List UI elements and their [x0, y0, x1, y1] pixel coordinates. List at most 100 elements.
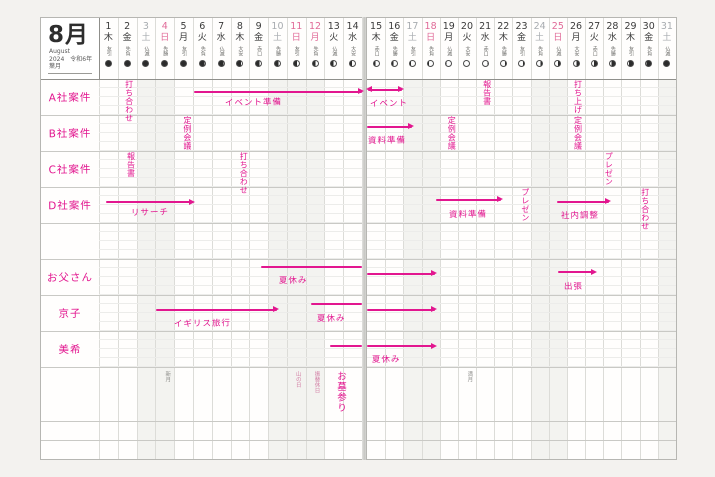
extra-row-divider	[367, 440, 676, 441]
header-divider	[367, 79, 676, 80]
row-sublines	[99, 295, 362, 331]
month-header: 8月 August 2024 令和6年 葉月	[41, 18, 100, 79]
rokuyo-label: 友引	[518, 46, 525, 57]
weekday-label: 月	[310, 33, 320, 44]
weekday-label: 日	[426, 33, 436, 44]
day-number: 19	[442, 21, 455, 32]
row-sublines	[99, 259, 362, 295]
row-label: お父さん	[46, 271, 94, 284]
arrow-head-right-icon	[397, 86, 404, 93]
weekday-label: 火	[462, 33, 472, 44]
task-bar	[556, 198, 611, 205]
moon-phase-icon	[627, 60, 635, 68]
row-sublines	[99, 115, 362, 151]
row-divider	[41, 367, 362, 368]
year-label: 2024 令和6年	[49, 55, 93, 63]
day-header-29: 29 木友引	[621, 18, 639, 79]
task-label: 資料準備	[367, 136, 407, 147]
row-sublines	[99, 187, 362, 223]
weekday-label: 木	[498, 33, 508, 44]
weekday-label: 土	[535, 33, 545, 44]
day-header-18: 18 日先負	[422, 18, 440, 79]
moon-phase-icon	[408, 60, 416, 68]
task-note-vertical: 報告書	[482, 80, 492, 106]
task-bar	[330, 345, 362, 348]
row-sublines	[367, 115, 676, 151]
weekday-label: 木	[103, 33, 113, 44]
rokuyo-label: 大安	[464, 46, 471, 57]
day-header-6: 6 火先負	[193, 18, 212, 79]
day-header-16: 16 金先勝	[385, 18, 403, 79]
row-sublines	[367, 187, 676, 223]
day-header-23: 23 金友引	[512, 18, 530, 79]
task-note-vertical: 定例会議	[573, 116, 583, 150]
moon-phase-icon	[198, 60, 206, 68]
moon-phase-icon	[463, 60, 471, 68]
bottom-note: 新月	[164, 371, 171, 382]
month-name-english: August	[49, 48, 70, 55]
day-number: 14	[346, 21, 359, 32]
task-label: 夏休み	[279, 275, 308, 287]
day-header-30: 30 金先負	[640, 18, 658, 79]
day-header-22: 22 木先勝	[494, 18, 512, 79]
rokuyo-label: 友引	[628, 46, 635, 57]
arrow-head-right-icon	[431, 270, 438, 277]
moon-phase-icon	[180, 60, 188, 68]
moon-phase-icon	[427, 60, 435, 68]
day-number: 5	[180, 21, 187, 32]
moon-phase-icon	[349, 60, 357, 68]
weekday-label: 金	[644, 33, 654, 44]
row-sublines	[367, 223, 676, 259]
weekday-label: 水	[480, 33, 490, 44]
weekday-label: 月	[179, 33, 189, 44]
day-header-24: 24 土先負	[531, 18, 549, 79]
arrow-head-right-icon	[431, 306, 438, 313]
task-bar	[193, 87, 364, 94]
extra-row-divider	[41, 440, 362, 441]
rokuyo-label: 先勝	[391, 46, 398, 57]
arrow-head-right-icon	[357, 87, 364, 94]
notes-divider	[367, 421, 676, 422]
task-label: 社内調整	[561, 210, 600, 221]
task-label: イベント準備	[224, 97, 282, 109]
rokuyo-label: 赤口	[482, 46, 489, 57]
arrow-head-right-icon	[591, 268, 598, 275]
moon-phase-icon	[292, 60, 300, 68]
rokuyo-label: 仏滅	[331, 46, 338, 57]
weekday-label: 金	[516, 33, 526, 44]
right-page: 15 木赤口 16 金先勝 17 土友引 18 日先負 19 月仏滅 20 火大安 21 水赤口 22 木先勝…	[365, 17, 677, 460]
day-number: 31	[660, 21, 673, 32]
rokuyo-label: 先負	[537, 46, 544, 57]
row-sublines	[367, 295, 676, 331]
day-number: 24	[533, 21, 546, 32]
rokuyo-label: 赤口	[373, 46, 380, 57]
bottom-note: お墓参り	[334, 371, 346, 413]
day-header-21: 21 水赤口	[476, 18, 494, 79]
weekday-label: 月	[444, 33, 454, 44]
day-header-15: 15 木赤口	[367, 18, 385, 79]
arrow-head-right-icon	[188, 198, 195, 205]
rokuyo-label: 仏滅	[664, 46, 671, 57]
rokuyo-label: 大安	[350, 46, 357, 57]
task-note-vertical: 打ち合わせ	[239, 152, 249, 195]
rokuyo-label: 大安	[573, 46, 580, 57]
weekday-label: 金	[122, 33, 132, 44]
day-number: 21	[479, 21, 492, 32]
moon-phase-icon	[590, 60, 598, 68]
task-label: 資料準備	[448, 209, 487, 221]
day-number: 7	[218, 21, 225, 32]
moon-phase-icon	[517, 60, 525, 68]
moon-phase-icon	[481, 60, 489, 68]
row-sublines	[367, 331, 676, 367]
row-label: 美希	[58, 343, 82, 356]
task-label: 出張	[564, 281, 584, 293]
day-header-2: 2 金先負	[118, 18, 137, 79]
rokuyo-label: 赤口	[256, 46, 263, 57]
weekday-label: 日	[553, 33, 563, 44]
day-header-26: 26 月大安	[567, 18, 585, 79]
rokuyo-label: 友引	[409, 46, 416, 57]
header-divider	[41, 79, 362, 80]
day-number: 15	[370, 21, 383, 32]
rokuyo-label: 仏滅	[446, 46, 453, 57]
